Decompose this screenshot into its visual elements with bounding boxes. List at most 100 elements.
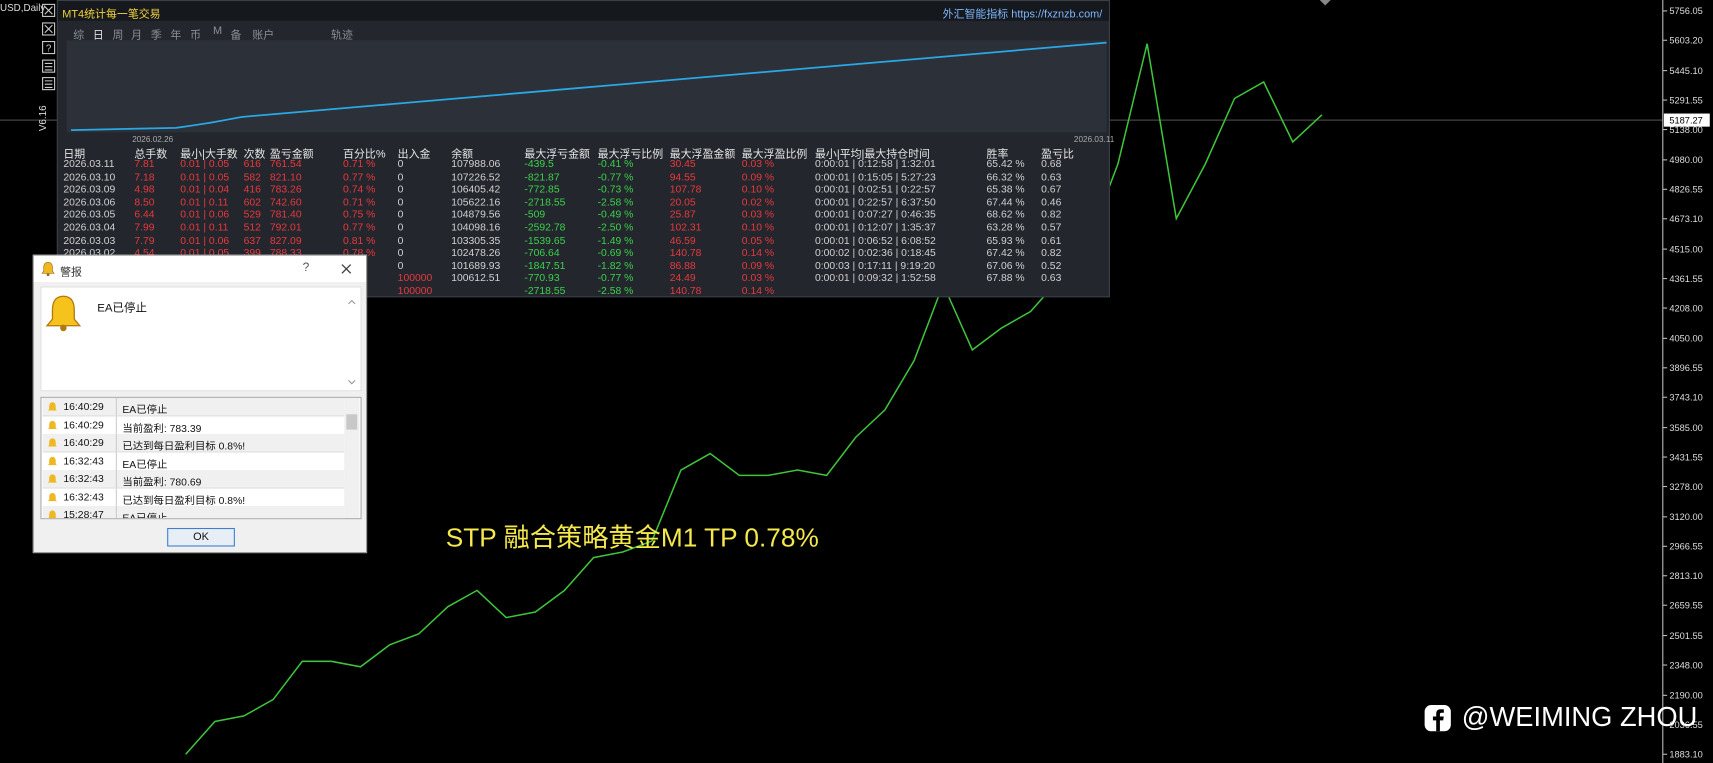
- table-cell: -1.49 %: [597, 234, 634, 247]
- table-cell: 2026.03.04: [63, 221, 116, 234]
- tab[interactable]: 币: [190, 29, 202, 42]
- column-header: 最大浮盈金额: [669, 148, 736, 161]
- table-cell: 0: [397, 259, 404, 272]
- price-tick-label: 3431.55: [1669, 452, 1702, 462]
- log-time: 16:32:43: [63, 455, 104, 468]
- price-tick-label: 3278.00: [1669, 482, 1702, 492]
- table-cell: 0: [397, 234, 404, 247]
- table-cell: 0:00:01 | 0:15:05 | 5:27:23: [815, 171, 936, 184]
- scroll-thumb[interactable]: [346, 414, 358, 430]
- price-tick-label: 1883.10: [1669, 750, 1702, 760]
- table-cell: -439.5: [524, 158, 554, 171]
- price-tick-label: 2348.00: [1669, 660, 1702, 670]
- column-header: 最大浮亏金额: [524, 148, 590, 161]
- title-bell: [41, 262, 55, 277]
- bell-shape: [48, 402, 57, 411]
- table-cell: 742.60: [269, 196, 302, 209]
- table-cell: 67.88 %: [986, 272, 1025, 285]
- log-row: 16:40:29 已达到每日盈利目标 0.8%!: [42, 433, 345, 453]
- message-scrollbar[interactable]: [346, 297, 357, 387]
- panel-link[interactable]: 外汇智能指标 https://fxznzb.com/: [942, 8, 1103, 21]
- price-tick-label: 4050.00: [1669, 334, 1702, 344]
- table-cell: 2026.03.11: [63, 158, 115, 171]
- table-cell: 792.01: [269, 221, 302, 234]
- table-cell: -2.58 %: [597, 196, 634, 209]
- table-cell: 0.01 | 0.11: [180, 196, 229, 209]
- svg-text:?: ?: [46, 43, 52, 54]
- log-row: 16:32:43 EA已停止: [42, 451, 345, 471]
- tab[interactable]: 轨迹: [331, 29, 353, 42]
- bell-shape: [48, 510, 57, 519]
- table-cell: 2026.03.09: [63, 183, 116, 196]
- table-cell: 2026.03.06: [63, 196, 116, 209]
- log-time: 16:32:43: [63, 491, 104, 504]
- tab[interactable]: 月: [131, 29, 143, 42]
- log-text: EA已停止: [122, 458, 168, 471]
- table-cell: 7.99: [134, 221, 155, 234]
- table-cell: 4.98: [134, 183, 155, 196]
- table-cell: -2718.55: [524, 285, 566, 298]
- help-button[interactable]: ?: [302, 261, 310, 275]
- log-text: 当前盈利: 780.69: [122, 476, 202, 489]
- close-button[interactable]: [340, 262, 353, 275]
- tab[interactable]: 账户: [252, 29, 275, 42]
- table-cell: 107988.06: [451, 158, 501, 171]
- table-cell: 30.45: [669, 158, 696, 171]
- table-cell: 102.31: [669, 221, 702, 234]
- log-row: 16:32:43 已达到每日盈利目标 0.8%!: [42, 488, 345, 507]
- ok-button[interactable]: OK: [167, 527, 235, 547]
- table-cell: 529: [243, 209, 261, 222]
- table-cell: 0.63: [1041, 272, 1062, 285]
- table-cell: 0.61: [1041, 234, 1062, 247]
- side-icons: ?: [42, 3, 56, 91]
- table-cell: 0.05 %: [741, 234, 775, 247]
- equity-start: 2026.02.26: [132, 134, 174, 145]
- panel-titlebar: [57, 1, 1109, 21]
- table-cell: 104879.56: [451, 209, 501, 222]
- log-bell: [48, 456, 57, 465]
- price-tick-label: 5138.00: [1669, 125, 1702, 135]
- log-bell: [48, 438, 57, 447]
- table-cell: 106405.42: [451, 183, 501, 196]
- table-cell: 0:00:01 | 0:09:32 | 1:52:58: [815, 272, 936, 285]
- table-cell: 0.74 %: [343, 183, 376, 196]
- table-cell: 0: [397, 158, 404, 171]
- tab[interactable]: 季: [150, 29, 162, 42]
- log-time: 16:40:29: [63, 437, 104, 450]
- tab[interactable]: 备: [230, 29, 242, 42]
- dialog-title: 警报: [60, 266, 82, 279]
- log-bell: [48, 474, 57, 483]
- tab[interactable]: 周: [112, 29, 124, 42]
- price-tick-label: 2659.55: [1669, 600, 1702, 610]
- table-cell: 100612.51: [451, 272, 501, 285]
- annotation: STP 融合策略黄金M1 TP 0.78%: [445, 523, 819, 554]
- column-header: 出入金: [397, 148, 431, 161]
- price-tick-label: 3896.55: [1669, 363, 1702, 373]
- table-cell: 0.02 %: [741, 196, 775, 209]
- dialog-titlebar: [33, 255, 366, 283]
- table-cell: 761.54: [269, 158, 302, 171]
- log-time: 16:40:29: [63, 401, 104, 414]
- column-header: 盈亏金额: [269, 148, 314, 161]
- table-cell: 0.75 %: [343, 209, 376, 222]
- tab[interactable]: 日: [92, 29, 104, 42]
- table-cell: 20.05: [669, 196, 696, 209]
- table-cell: 67.06 %: [986, 259, 1025, 272]
- log-row: 15:28:47 EA已停止: [42, 506, 345, 519]
- table-cell: 67.44 %: [986, 196, 1025, 209]
- table-cell: -1847.51: [524, 259, 566, 272]
- column-header: 最小|大手数: [180, 148, 238, 161]
- table-cell: 2026.03.03: [63, 234, 116, 247]
- table-cell: 0:00:01 | 0:07:27 | 0:46:35: [815, 209, 936, 222]
- alert-log: 16:40:29 EA已停止 16:40:29 当前盈利: 783.39 16:40:2…: [40, 396, 362, 520]
- tab[interactable]: 年: [170, 29, 182, 42]
- table-cell: 0.09 %: [741, 171, 775, 184]
- price-tick-label: 2813.10: [1669, 571, 1702, 581]
- log-bell: [48, 402, 57, 411]
- log-row: 16:40:29 当前盈利: 783.39: [42, 415, 345, 435]
- scroll-marker: [1319, 0, 1331, 6]
- tab[interactable]: 综: [73, 29, 85, 42]
- tab[interactable]: M: [213, 25, 223, 38]
- table-cell: 0.01 | 0.06: [180, 209, 230, 222]
